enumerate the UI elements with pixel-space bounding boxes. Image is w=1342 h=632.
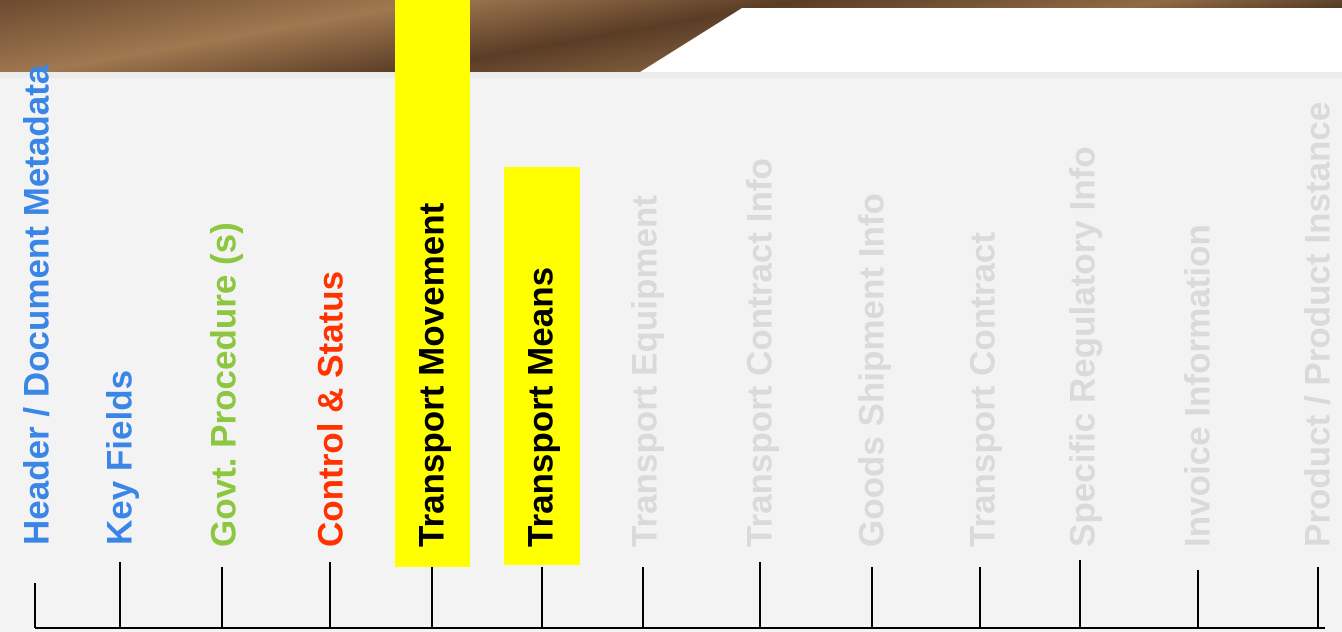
header-highlight (640, 8, 1342, 72)
column-label: Key Fields (101, 370, 140, 545)
column-label: Control & Status (312, 271, 351, 547)
column-label: Header / Document Metadata (18, 64, 57, 545)
column-label: Product / Product Instance (1299, 102, 1338, 547)
column-label: Invoice Information (1179, 224, 1218, 547)
column-label: Goods Shipment Info (853, 193, 892, 547)
column-label: Transport Contract (964, 232, 1003, 547)
band-edge (0, 72, 1342, 78)
page: {"columns": ["Header / Document Metadata… (0, 0, 1342, 632)
column-label: Specific Regulatory Info (1064, 146, 1103, 547)
diagram: Header / Document Metadata Key Fields Go… (0, 0, 1342, 632)
column-label: Transport Contract Info (741, 158, 780, 547)
column-label: Govt. Procedure (s) (205, 222, 244, 547)
background (0, 0, 1342, 632)
column-label: Transport Equipment (626, 195, 665, 547)
column-label: Transport Means (522, 267, 561, 547)
column-label: Transport Movement (413, 202, 452, 547)
